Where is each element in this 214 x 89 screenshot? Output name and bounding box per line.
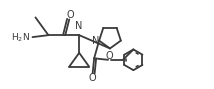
Text: N: N — [92, 36, 99, 46]
Text: O: O — [66, 10, 74, 20]
Text: N: N — [76, 21, 83, 31]
Text: H$_2$N: H$_2$N — [11, 32, 30, 44]
Text: O: O — [105, 51, 113, 61]
Text: O: O — [89, 73, 97, 83]
